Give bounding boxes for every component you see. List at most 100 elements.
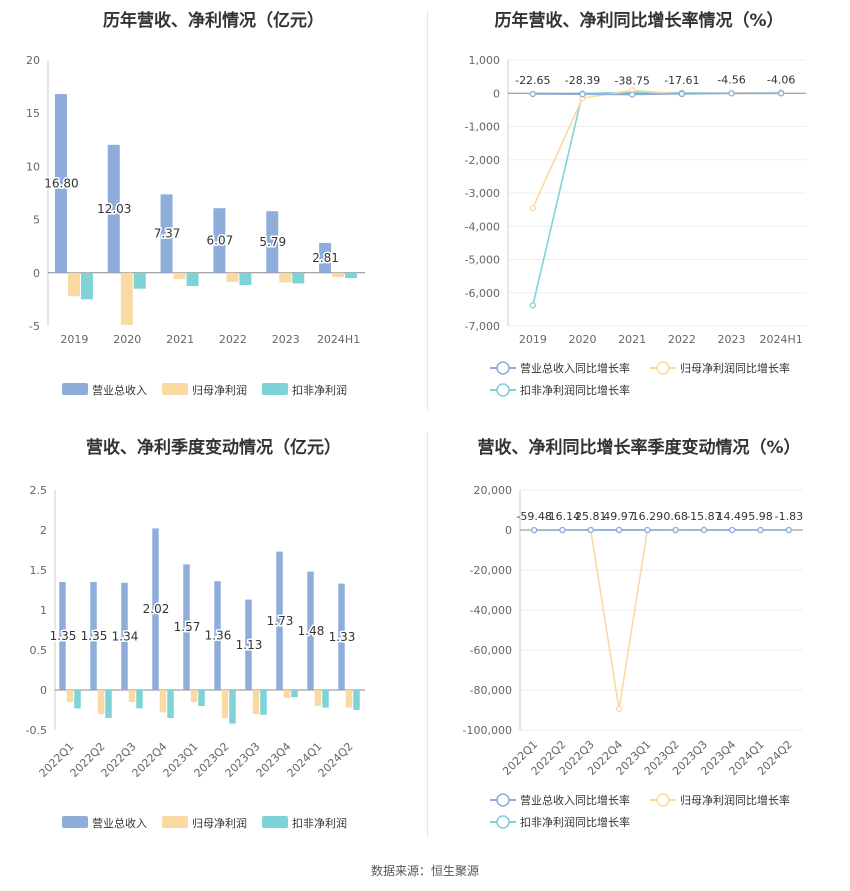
bar-revenue [59, 582, 66, 690]
bar-deducted-profit [291, 690, 298, 698]
y-tick-label: 1 [40, 604, 47, 617]
bar-net-profit [221, 690, 229, 718]
data-label: 1.36 [205, 629, 232, 643]
y-tick-label: -40,000 [470, 604, 512, 617]
x-tick-label: 2021 [618, 333, 646, 346]
data-point [559, 526, 566, 534]
data-point [529, 302, 536, 309]
series-line-revenue [532, 92, 782, 96]
data-label: -4.06 [767, 73, 795, 86]
legend-marker [496, 815, 510, 829]
data-label: 25.81 [575, 510, 607, 523]
data-label: 16.80 [44, 176, 78, 190]
data-label: 6.07 [207, 234, 234, 248]
y-tick-label: 20 [26, 54, 40, 67]
legend-label: 归母净利润同比增长率 [680, 361, 790, 375]
data-point [785, 526, 793, 534]
legend-marker [496, 793, 510, 807]
bar-deducted-profit [322, 690, 329, 708]
data-label: -59.48 [516, 510, 551, 523]
data-label: 49.97 [603, 510, 635, 523]
bar-revenue [245, 599, 252, 690]
vertical-divider-bottom [427, 432, 428, 837]
annual-bar-chart: 20 15 10 5 0 -5 16.80 12.03 7.37 6.07 5.79 2.81 2019… [26, 54, 365, 397]
data-label: -28.39 [565, 74, 600, 87]
data-label: -1.83 [775, 510, 803, 523]
vertical-divider-top [427, 10, 428, 410]
chart-title: 营收、净利同比增长率季度变动情况（%） [477, 438, 801, 458]
legend-label: 营业总收入 [92, 816, 147, 830]
y-tick-label: -5 [29, 320, 40, 333]
bar-deducted-profit [345, 272, 358, 279]
bar-deducted-profit [167, 690, 174, 718]
data-source-note: 数据来源：恒生聚源 [370, 864, 479, 878]
data-label: -16.14 [545, 510, 580, 523]
bar-net-profit [226, 272, 239, 282]
bar-revenue [319, 242, 332, 273]
bar-net-profit [279, 272, 292, 283]
data-label: 1.48 [298, 624, 325, 638]
bar-net-profit [120, 272, 133, 325]
x-tick-label: 2020 [113, 333, 141, 346]
x-tick-label: 2022 [668, 333, 696, 346]
bar-net-profit [345, 690, 353, 708]
data-point [757, 526, 764, 534]
data-label: 14.49 [717, 510, 749, 523]
data-point [615, 705, 623, 713]
bar-revenue [121, 582, 128, 690]
data-point [729, 526, 736, 534]
bar-net-profit [252, 690, 260, 714]
data-label: 1.13 [236, 638, 263, 652]
series-line-net-profit [534, 529, 789, 710]
bar-revenue [152, 528, 159, 690]
legend-marker [496, 361, 510, 375]
bar-revenue [160, 194, 173, 273]
y-tick-label: 20,000 [474, 484, 513, 497]
data-label: -38.75 [614, 75, 649, 88]
x-tick-label: 2021 [166, 333, 194, 346]
bar-net-profit [66, 690, 74, 702]
y-tick-label: 1,000 [469, 54, 501, 67]
quarterly-revenue-profit-panel: 营收、净利季度变动情况（亿元） 2.5 2 1.5 1 0.5 0 -0.5 1.35 1.35… [0, 425, 427, 845]
y-tick-label: -100,000 [463, 724, 512, 737]
y-tick-label: -20,000 [470, 564, 512, 577]
bar-deducted-profit [186, 272, 199, 287]
bar-revenue [183, 564, 190, 690]
data-point [644, 526, 651, 534]
legend-label: 扣非净利润同比增长率 [520, 815, 630, 829]
data-point [728, 90, 735, 97]
y-tick-label: -80,000 [470, 684, 512, 697]
bar-deducted-profit [353, 690, 360, 710]
bar-revenue [54, 94, 67, 273]
bar-revenue [307, 571, 314, 690]
bar-revenue [107, 144, 120, 273]
data-point [529, 90, 536, 98]
annual-revenue-profit-panel: 历年营收、净利情况（亿元） 20 15 10 5 0 -5 16.80 12.03 7.37 6.… [0, 0, 427, 410]
y-tick-label: -1,000 [465, 121, 500, 134]
data-label: 5.79 [259, 235, 286, 249]
bar-net-profit [173, 272, 186, 280]
data-label: 12.03 [97, 202, 131, 216]
y-tick-label: 0.5 [30, 644, 48, 657]
legend-label: 扣非净利润 [292, 383, 347, 397]
data-label: 1.35 [50, 629, 77, 643]
y-tick-label: 1.5 [30, 564, 48, 577]
data-label: 2.02 [143, 602, 170, 616]
data-label: 1.73 [267, 614, 294, 628]
data-point [579, 91, 586, 98]
data-label: -4.56 [717, 73, 745, 86]
bar-revenue [266, 211, 279, 273]
data-label: 1.35 [81, 629, 108, 643]
y-tick-label: -3,000 [465, 187, 500, 200]
quarterly-growth-panel: 营收、净利同比增长率季度变动情况（%） 20,000 0 -20,000 -40,00… [428, 425, 850, 845]
data-label: 2.81 [312, 251, 339, 265]
bar-net-profit [67, 272, 80, 297]
chart-title: 历年营收、净利同比增长率情况（%） [494, 11, 784, 31]
data-point [529, 204, 536, 212]
y-tick-label: 5 [33, 214, 40, 227]
bar-deducted-profit [229, 690, 236, 724]
bar-deducted-profit [74, 690, 81, 709]
legend-marker [496, 383, 510, 397]
bar-deducted-profit [136, 690, 143, 709]
x-tick-label: 2023 [718, 333, 746, 346]
